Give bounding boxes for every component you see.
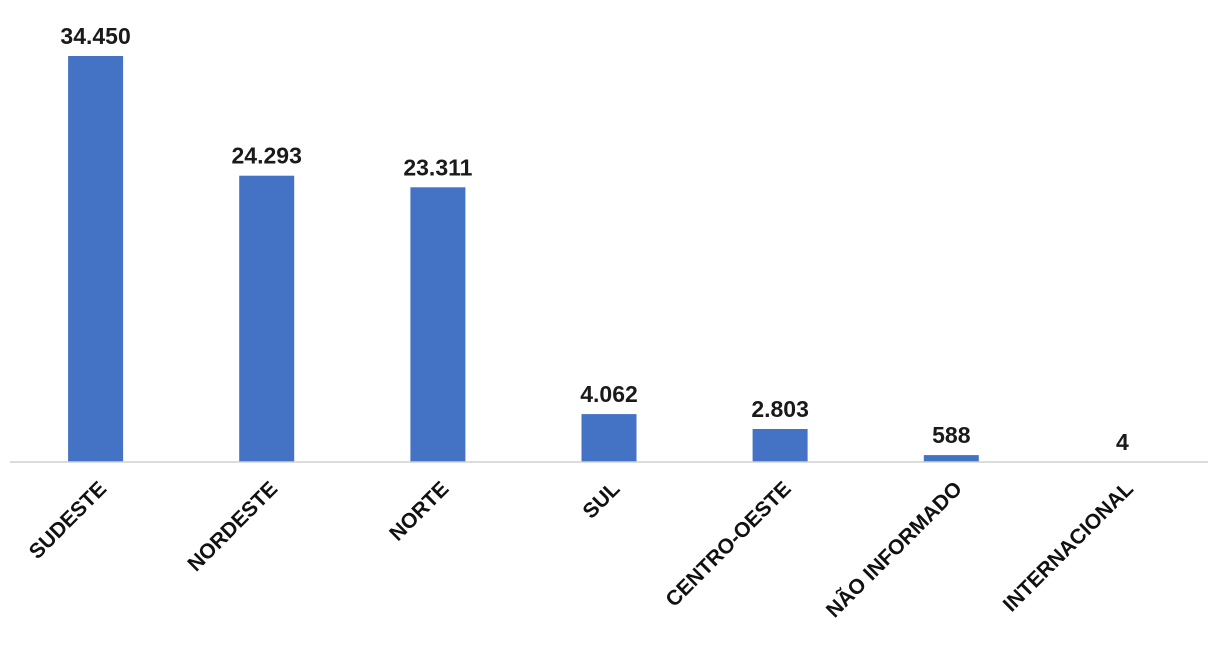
x-tick-labels-layer: SUDESTE NORDESTE NORTE SUL CENTRO-OESTE NÃO I… bbox=[25, 477, 1138, 622]
x-tick-label-centro-oeste: CENTRO-OESTE bbox=[661, 477, 795, 611]
x-tick-label-sul: SUL bbox=[579, 477, 625, 523]
data-label-norte: 23.311 bbox=[403, 154, 472, 180]
data-label-nao-informado: 588 bbox=[932, 422, 971, 448]
x-tick-label-nao-informado: NÃO INFORMADO bbox=[822, 477, 967, 622]
bar-norte bbox=[410, 187, 466, 463]
x-tick-label-norte: NORTE bbox=[385, 477, 453, 545]
x-tick-label-sudeste: SUDESTE bbox=[25, 477, 111, 563]
bars-layer bbox=[68, 56, 979, 463]
bar-sul bbox=[581, 414, 637, 462]
x-tick-label-internacional: INTERNACIONAL bbox=[999, 477, 1138, 616]
x-tick-label-nordeste: NORDESTE bbox=[183, 477, 282, 576]
bar-sudeste bbox=[68, 56, 124, 462]
data-label-centro-oeste: 2.803 bbox=[751, 396, 809, 422]
data-label-nordeste: 24.293 bbox=[232, 143, 302, 169]
bar-nao-informado bbox=[923, 455, 979, 462]
data-label-sudeste: 34.450 bbox=[60, 23, 130, 49]
bar-centro-oeste bbox=[752, 429, 808, 462]
data-label-internacional: 4 bbox=[1116, 429, 1129, 455]
data-label-sul: 4.062 bbox=[580, 381, 638, 407]
bar-nordeste bbox=[239, 175, 295, 462]
value-labels-layer: 34.450 24.293 23.311 4.062 2.803 588 4 bbox=[60, 23, 1129, 455]
